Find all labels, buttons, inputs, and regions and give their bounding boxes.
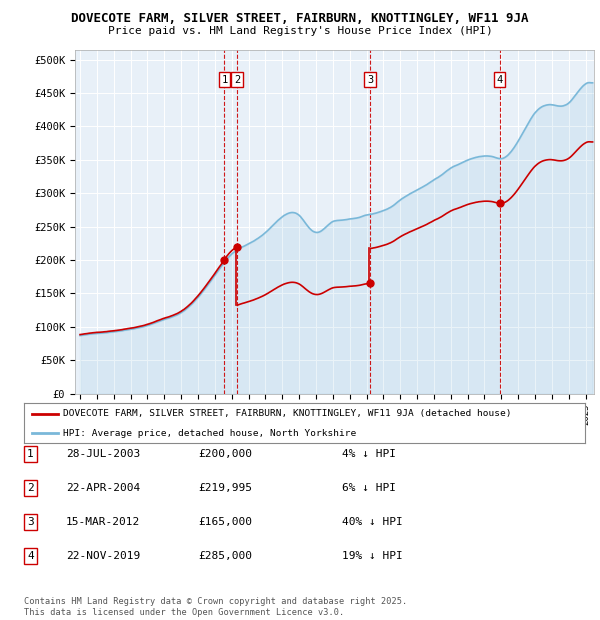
Text: 1: 1 <box>221 74 227 85</box>
Text: 19% ↓ HPI: 19% ↓ HPI <box>342 551 403 561</box>
Text: 2: 2 <box>27 483 34 493</box>
Text: 22-NOV-2019: 22-NOV-2019 <box>66 551 140 561</box>
Text: 28-JUL-2003: 28-JUL-2003 <box>66 449 140 459</box>
Text: HPI: Average price, detached house, North Yorkshire: HPI: Average price, detached house, Nort… <box>63 428 356 438</box>
Text: 3: 3 <box>27 517 34 527</box>
Text: Price paid vs. HM Land Registry's House Price Index (HPI): Price paid vs. HM Land Registry's House … <box>107 26 493 36</box>
Text: 22-APR-2004: 22-APR-2004 <box>66 483 140 493</box>
Text: Contains HM Land Registry data © Crown copyright and database right 2025.
This d: Contains HM Land Registry data © Crown c… <box>24 598 407 617</box>
Text: £200,000: £200,000 <box>198 449 252 459</box>
Text: 4% ↓ HPI: 4% ↓ HPI <box>342 449 396 459</box>
Text: DOVECOTE FARM, SILVER STREET, FAIRBURN, KNOTTINGLEY, WF11 9JA: DOVECOTE FARM, SILVER STREET, FAIRBURN, … <box>71 12 529 25</box>
Text: 2: 2 <box>234 74 240 85</box>
Text: £165,000: £165,000 <box>198 517 252 527</box>
Text: DOVECOTE FARM, SILVER STREET, FAIRBURN, KNOTTINGLEY, WF11 9JA (detached house): DOVECOTE FARM, SILVER STREET, FAIRBURN, … <box>63 409 512 419</box>
Text: 15-MAR-2012: 15-MAR-2012 <box>66 517 140 527</box>
Text: 6% ↓ HPI: 6% ↓ HPI <box>342 483 396 493</box>
Text: 3: 3 <box>367 74 373 85</box>
Text: 4: 4 <box>497 74 503 85</box>
Text: £285,000: £285,000 <box>198 551 252 561</box>
Text: 40% ↓ HPI: 40% ↓ HPI <box>342 517 403 527</box>
Text: £219,995: £219,995 <box>198 483 252 493</box>
Text: 4: 4 <box>27 551 34 561</box>
Text: 1: 1 <box>27 449 34 459</box>
